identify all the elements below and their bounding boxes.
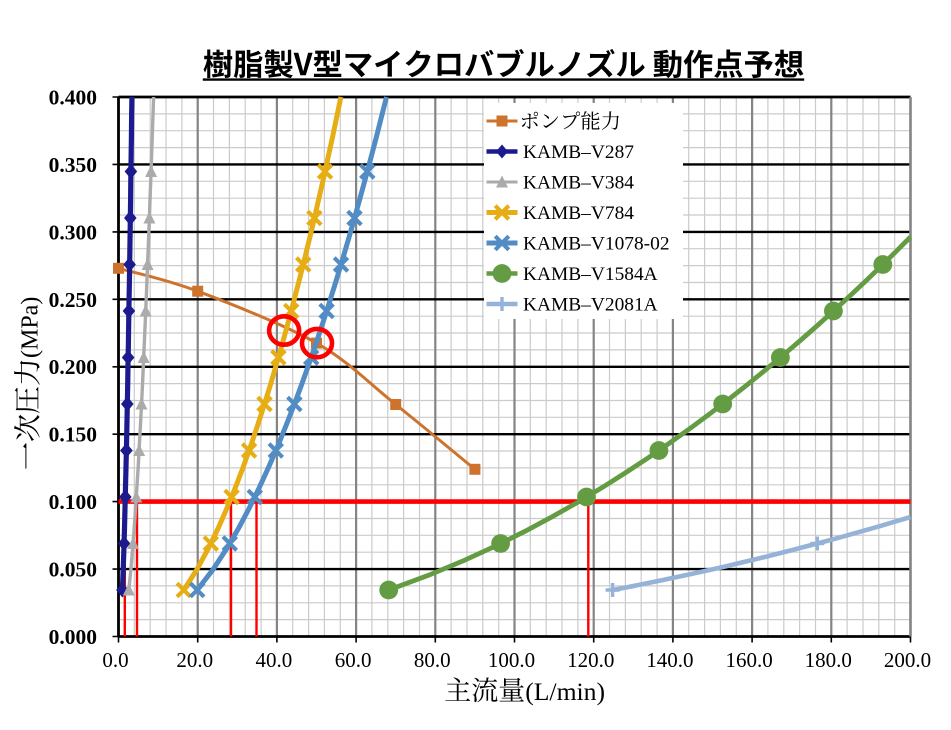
svg-text:180.0: 180.0 — [805, 648, 852, 672]
svg-text:KAMB–V384: KAMB–V384 — [523, 173, 634, 194]
svg-text:0.150: 0.150 — [49, 423, 97, 447]
svg-text:0.300: 0.300 — [49, 220, 97, 244]
svg-text:0.100: 0.100 — [49, 490, 97, 514]
svg-text:20.0: 20.0 — [176, 648, 213, 672]
svg-text:(MPa): (MPa) — [18, 297, 44, 358]
svg-text:(L/min): (L/min) — [525, 677, 605, 706]
svg-text:80.0: 80.0 — [414, 648, 451, 672]
svg-text:KAMB–V2081A: KAMB–V2081A — [523, 295, 658, 316]
svg-text:200.0: 200.0 — [884, 648, 931, 672]
svg-text:120.0: 120.0 — [567, 648, 614, 672]
svg-text:KAMB–V1078-02: KAMB–V1078-02 — [523, 234, 670, 255]
svg-text:KAMB–V287: KAMB–V287 — [523, 142, 634, 163]
svg-text:0.400: 0.400 — [49, 86, 97, 110]
svg-text:0.250: 0.250 — [49, 288, 97, 312]
svg-text:100.0: 100.0 — [488, 648, 535, 672]
svg-text:0.000: 0.000 — [49, 625, 97, 649]
svg-text:0.0: 0.0 — [102, 648, 128, 672]
svg-text:140.0: 140.0 — [646, 648, 693, 672]
svg-text:160.0: 160.0 — [725, 648, 772, 672]
svg-text:60.0: 60.0 — [335, 648, 372, 672]
svg-text:0.050: 0.050 — [49, 558, 97, 582]
svg-text:KAMB–V1584A: KAMB–V1584A — [523, 264, 658, 285]
svg-text:KAMB–V784: KAMB–V784 — [523, 203, 634, 224]
svg-text:40.0: 40.0 — [256, 648, 293, 672]
svg-text:0.200: 0.200 — [49, 355, 97, 379]
svg-text:0.350: 0.350 — [49, 153, 97, 177]
